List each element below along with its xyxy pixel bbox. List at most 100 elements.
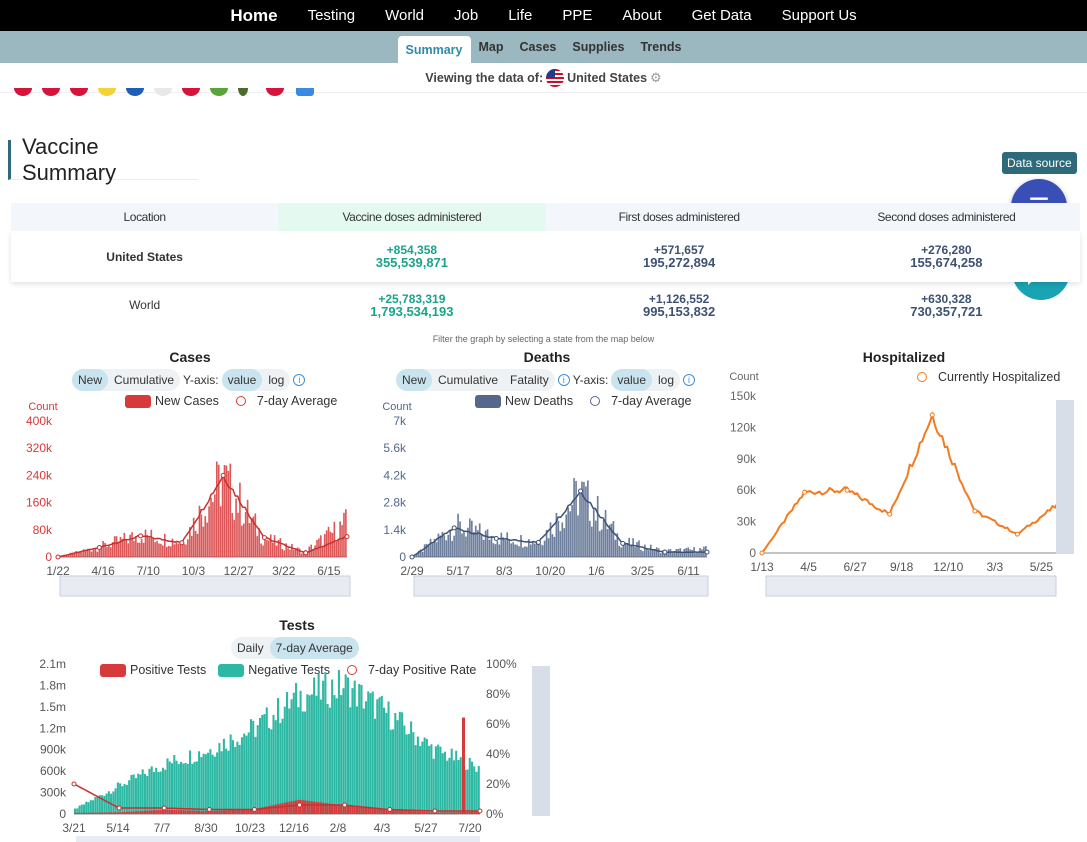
shortcut-dot[interactable] [238,88,248,96]
shortcut-dot[interactable] [296,88,314,96]
deaths-value-toggle[interactable]: value [611,369,652,391]
bar-positive [161,809,165,814]
legend-swatch[interactable] [100,663,126,677]
bar [413,555,416,557]
bar-negative [317,673,320,814]
legend-new-deaths[interactable]: New Deaths [505,394,574,408]
legend-line-icon[interactable] [583,395,607,407]
bar-negative [121,786,124,814]
shortcut-dot[interactable] [70,88,88,96]
legend-positive[interactable]: Positive Tests [130,663,207,677]
deaths-log-toggle[interactable]: log [658,373,675,387]
bar-negative [331,679,334,814]
shortcut-dot[interactable] [266,88,284,96]
cases-cumulative-toggle[interactable]: Cumulative [114,373,175,387]
data-point [477,808,483,814]
nav-life[interactable]: Life [508,7,533,24]
second-total: 730,357,721 [910,303,983,319]
bar-positive [355,806,358,814]
nav-ppe[interactable]: PPE [562,7,593,24]
nav-job[interactable]: Job [454,7,479,24]
legend-7day[interactable]: 7-day Average [611,394,692,408]
legend-7day[interactable]: 7-day Average [256,394,338,408]
bar-positive [200,810,203,814]
col-second-doses[interactable]: Second doses administered [812,203,1080,231]
shortcut-dot[interactable] [126,88,144,96]
bar-positive [473,811,476,814]
data-point [220,472,226,478]
data-source-button[interactable]: Data source [1002,152,1077,174]
bar-positive [419,811,422,814]
nav-support-us[interactable]: Support Us [781,7,857,24]
cases-value-toggle[interactable]: value [221,369,263,391]
bar-negative [198,751,201,814]
bar [569,511,571,557]
tests-7day-toggle[interactable]: 7-day Average [269,637,359,659]
shortcut-dot[interactable] [154,88,172,96]
viewing-country[interactable]: United States [567,70,648,85]
nav-testing[interactable]: Testing [307,7,356,24]
tests-daily-toggle[interactable]: Daily [237,641,264,655]
tab-supplies[interactable]: Supplies [572,39,625,54]
bar-negative [184,762,187,814]
bar [622,541,625,557]
tab-cases[interactable]: Cases [519,39,557,54]
gear-icon[interactable]: ⚙ [650,69,662,85]
deaths-fatality-toggle[interactable]: Fatality [510,373,549,387]
info-icon[interactable]: i [683,374,696,386]
bar [345,509,347,557]
bar-positive [475,811,478,814]
col-first-doses[interactable]: First doses administered [545,203,813,231]
legend-line-icon[interactable] [229,395,253,407]
shortcut-dot[interactable] [98,88,116,96]
legend-line-icon[interactable] [910,371,934,383]
shortcut-dot[interactable] [14,88,32,96]
tab-trends[interactable]: Trends [640,39,682,54]
nav-world[interactable]: World [385,7,424,24]
shortcut-dot[interactable] [182,88,200,96]
bar [320,535,322,557]
bar-negative [231,740,234,814]
legend-swatch[interactable] [218,663,245,677]
info-icon[interactable]: i [557,374,570,386]
col-doses[interactable]: Vaccine doses administered [278,203,546,231]
legend-rate[interactable]: 7-day Positive Rate [367,663,477,677]
cases-new-toggle[interactable]: New [72,369,109,391]
nav-about[interactable]: About [622,7,662,24]
legend-swatch[interactable] [475,394,501,408]
bar [150,529,153,557]
x-tick-label: 5/17 [446,564,470,578]
bar-negative [155,767,158,814]
nav-get-data[interactable]: Get Data [691,7,752,24]
deaths-new-toggle[interactable]: New [396,369,433,391]
bar [200,514,203,557]
bar [167,545,170,557]
bar [210,497,212,557]
nav-home[interactable]: Home [230,5,278,25]
bar-negative [175,760,178,814]
bar-positive [110,812,113,814]
tab-map[interactable]: Map [478,39,504,54]
shortcut-dot[interactable] [42,88,60,96]
bar-negative [89,800,92,814]
cases-log-toggle[interactable]: log [268,373,285,387]
deaths-cumulative-toggle[interactable]: Cumulative [438,373,499,387]
bar-negative [240,737,243,814]
bar-positive [105,812,108,814]
legend-negative[interactable]: Negative Tests [248,663,330,677]
bar-negative [448,757,451,814]
legend-swatch[interactable] [125,394,151,408]
shortcut-dot[interactable] [210,88,228,96]
bar-positive [414,811,417,814]
bar [189,527,191,557]
legend-hosp[interactable]: Currently Hospitalized [938,370,1061,384]
bar-negative [94,797,97,814]
bar [445,540,448,557]
bar-positive [166,809,169,814]
info-icon[interactable]: i [293,374,306,386]
legend-new-cases[interactable]: New Cases [155,394,219,408]
bar-negative [78,805,81,814]
legend-line-icon[interactable] [340,664,364,676]
tab-summary[interactable]: Summary [397,36,471,63]
data-point [578,488,584,494]
